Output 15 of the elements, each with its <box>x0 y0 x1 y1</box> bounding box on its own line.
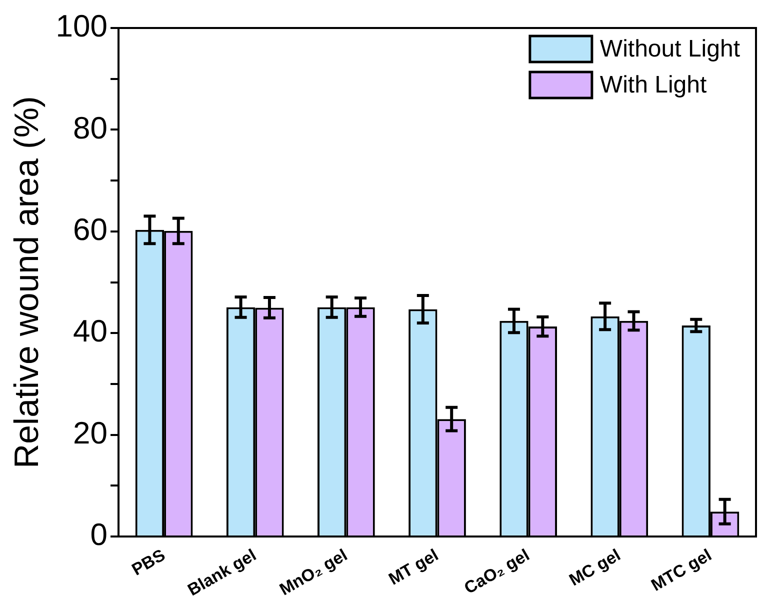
x-tick-label: CaO₂ gel <box>460 545 533 598</box>
legend-label: With Light <box>600 72 707 99</box>
y-tick-label: 40 <box>73 314 108 349</box>
x-tick-label: MC gel <box>566 545 624 590</box>
x-tick-label: MT gel <box>385 545 442 589</box>
legend-label: Without Light <box>600 36 740 63</box>
y-tick-label: 60 <box>73 212 108 247</box>
y-tick-label: 20 <box>73 415 108 450</box>
x-tick-label: MnO₂ gel <box>276 545 351 600</box>
y-axis-title: Relative wound area (%) <box>8 96 46 468</box>
x-tick-label: MTC gel <box>648 545 715 595</box>
y-tick-label: 100 <box>56 8 108 44</box>
y-tick-label: 0 <box>90 517 108 552</box>
y-tick-label: 80 <box>73 110 108 146</box>
x-tick-label: PBS <box>128 545 168 580</box>
